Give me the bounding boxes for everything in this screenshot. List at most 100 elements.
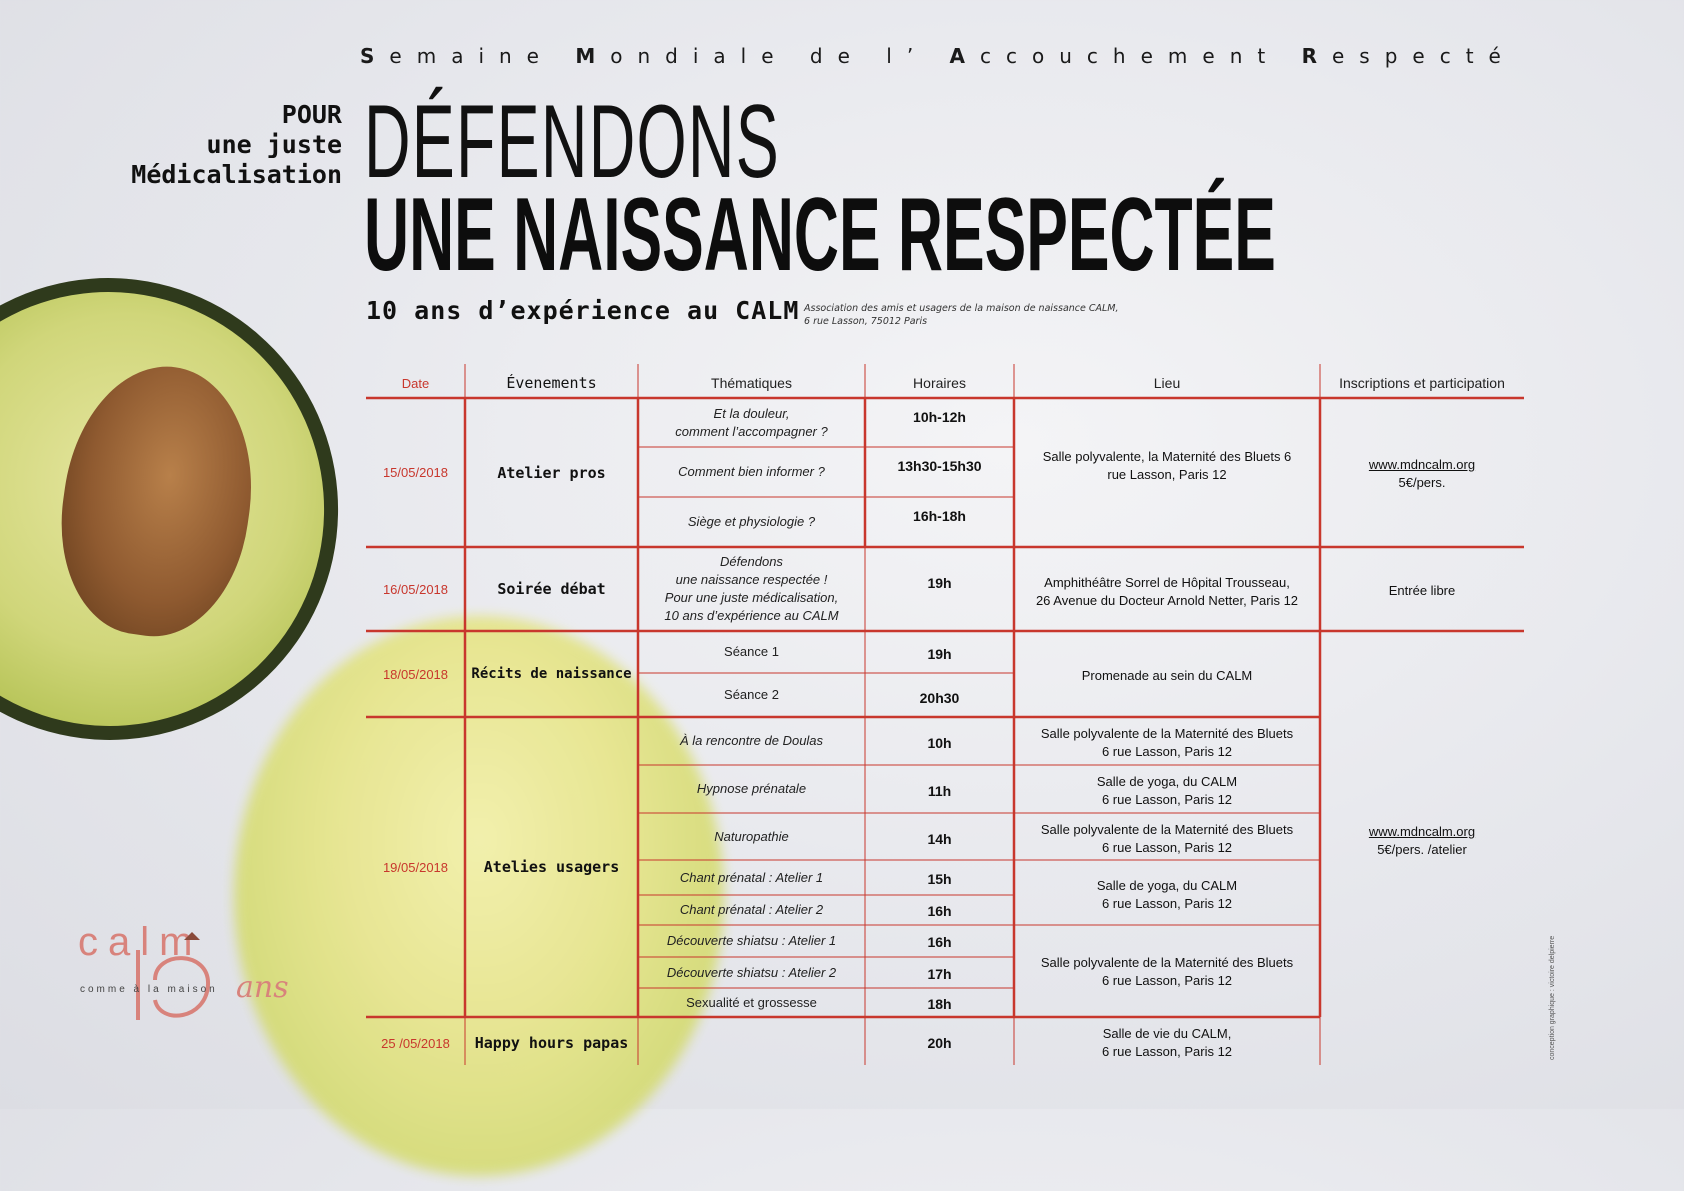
lieu-promenade: Promenade au sein du CALM	[1081, 668, 1253, 683]
week-title-initial: A	[949, 44, 981, 68]
theme-chant-2: Chant prénatal : Atelier 2	[679, 902, 824, 917]
horaire-15h: 15h	[927, 870, 952, 887]
inscription-ateliers: www.mdncalm.org 5€/pers. /atelier	[1320, 631, 1524, 1051]
header-date: Date	[401, 376, 430, 391]
header-inscriptions: Inscriptions et participation	[1339, 375, 1505, 391]
theme-seance-2: Séance 2	[724, 687, 779, 702]
week-title-word: Semaine	[360, 44, 554, 68]
horaire-10h-12h: 10h-12h	[913, 409, 966, 425]
lieu-line: rue Lasson, Paris 12	[1107, 467, 1227, 482]
theme-doulas: À la rencontre de Doulas	[679, 733, 824, 748]
theme-seance-1: Séance 1	[724, 644, 779, 659]
design-credit: conception graphique : victoire delpierr…	[1549, 935, 1556, 1060]
schedule-table-grid	[366, 364, 1524, 1065]
header-lieu: Lieu	[1153, 375, 1181, 391]
date-15-05: 15/05/2018	[382, 465, 449, 480]
lieu-bluets-pros: Salle polyvalente, la Maternité des Blue…	[1014, 398, 1320, 534]
lieu-line: Salle polyvalente de la Maternité des Bl…	[1040, 726, 1294, 741]
lieu-line: Salle polyvalente, la Maternité des Blue…	[1042, 449, 1292, 464]
lieu-line: 6 rue Lasson, Paris 12	[1101, 896, 1233, 911]
header-thematiques: Thématiques	[711, 375, 792, 391]
week-title-word: Respecté	[1301, 44, 1516, 68]
horaire-11h: 11h	[927, 783, 952, 799]
theme-defendons: Défendons une naissance respectée ! Pour…	[638, 547, 865, 631]
theme-shiatsu-1: Découverte shiatsu : Atelier 1	[666, 933, 837, 948]
lieu-line: 6 rue Lasson, Paris 12	[1101, 792, 1233, 807]
horaire-19h-seance: 19h	[927, 646, 952, 662]
lieu-line: 26 Avenue du Docteur Arnold Netter, Pari…	[1035, 593, 1299, 608]
subtitle: 10 ans d’expérience au CALM	[366, 296, 800, 325]
lieu-bluets-shiatsu: Salle polyvalente de la Maternité des Bl…	[1014, 925, 1320, 1019]
pour-line-3: Médicalisation	[131, 160, 342, 189]
horaire-13h30-15h30: 13h30-15h30	[897, 458, 982, 474]
horaire-18h: 18h	[927, 995, 952, 1012]
association-line-2: 6 rue Lasson, 75012 Paris	[804, 316, 928, 327]
website-link[interactable]: www.mdncalm.org	[1368, 457, 1476, 472]
calm-logo-ans: ans	[236, 970, 289, 1005]
theme-line: Et la douleur,	[713, 405, 790, 421]
calm-logo-tagline: comme à la maison	[80, 984, 218, 995]
week-title-word: de	[809, 44, 865, 68]
lieu-trousseau: Amphithéâtre Sorrel de Hôpital Trousseau…	[1014, 547, 1320, 637]
lieu-salle-de-vie: Salle de vie du CALM, 6 rue Lasson, Pari…	[1014, 1017, 1320, 1069]
date-16-05: 16/05/2018	[382, 581, 449, 597]
horaire-19h-debat: 19h	[927, 575, 952, 591]
lieu-line: Salle polyvalente de la Maternité des Bl…	[1040, 822, 1294, 837]
association-address: Association des amis et usagers de la ma…	[804, 302, 1119, 328]
calm-logo-10-mark	[136, 932, 211, 1020]
lieu-line: Salle de yoga, du CALM	[1096, 774, 1238, 789]
calm-logo-word: calm	[78, 920, 203, 964]
theme-hypnose: Hypnose prénatale	[696, 781, 807, 796]
date-19-05: 19/05/2018	[382, 859, 449, 875]
event-recits-de-naissance: Récits de naissance	[471, 666, 632, 682]
horaire-16h-shiatsu: 16h	[927, 934, 952, 950]
week-title-word: l’	[886, 44, 929, 68]
lieu-line: Amphithéâtre Sorrel de Hôpital Trousseau…	[1044, 575, 1290, 590]
header-evenements: Évenements	[506, 374, 597, 392]
lieu-line: Salle de vie du CALM,	[1102, 1026, 1232, 1041]
event-atelier-pros: Atelier pros	[497, 463, 606, 482]
week-title-initial: S	[360, 44, 390, 68]
horaire-20h30: 20h30	[919, 690, 960, 706]
theme-siege: Siège et physiologie ?	[687, 514, 816, 529]
title-line-1: DÉFENDONS	[364, 84, 780, 200]
price-text: 5€/pers. /atelier	[1377, 842, 1467, 857]
lieu-yoga-hypnose: Salle de yoga, du CALM 6 rue Lasson, Par…	[1014, 765, 1320, 817]
lieu-line: Salle de yoga, du CALM	[1096, 878, 1238, 893]
lieu-bluets-naturo: Salle polyvalente de la Maternité des Bl…	[1014, 813, 1320, 865]
pour-une-juste-medicalisation: POUR une juste Médicalisation	[131, 100, 342, 190]
horaire-17h: 17h	[927, 965, 952, 982]
week-title-initial: M	[575, 44, 611, 68]
theme-douleur: Et la douleur, comment l’accompagner ?	[638, 398, 865, 447]
lieu-yoga-chant: Salle de yoga, du CALM 6 rue Lasson, Par…	[1014, 860, 1320, 930]
theme-chant-1: Chant prénatal : Atelier 1	[679, 869, 824, 885]
title-line-2: UNE NAISSANCE RESPECTÉE	[364, 177, 1276, 293]
horaire-16h-18h: 16h-18h	[913, 508, 966, 524]
theme-line: une naissance respectée !	[675, 572, 828, 587]
event-happy-hours-papas: Happy hours papas	[474, 1034, 629, 1052]
avocado-half-blurred	[234, 616, 724, 1176]
website-link[interactable]: www.mdncalm.org	[1368, 824, 1476, 839]
horaire-16h-chant: 16h	[927, 903, 952, 919]
price-text: 5€/pers.	[1398, 475, 1446, 490]
event-soiree-debat: Soirée débat	[497, 580, 606, 598]
pour-line-1: POUR	[281, 100, 342, 129]
theme-line: 10 ans d’expérience au CALM	[664, 608, 839, 623]
week-title-word: Mondiale	[575, 44, 789, 68]
lieu-line: 6 rue Lasson, Paris 12	[1101, 744, 1233, 759]
week-title: Semaine Mondiale de l’ Accouchement Resp…	[360, 44, 1501, 68]
date-25-05: 25 /05/2018	[381, 1035, 450, 1051]
lieu-line: Salle polyvalente de la Maternité des Bl…	[1040, 955, 1294, 970]
week-title-initial: R	[1301, 44, 1332, 68]
theme-informer: Comment bien informer ?	[678, 464, 825, 479]
date-18-05: 18/05/2018	[382, 666, 449, 682]
lieu-line: 6 rue Lasson, Paris 12	[1101, 840, 1233, 855]
association-line-1: Association des amis et usagers de la ma…	[804, 303, 1119, 314]
lieu-line: 6 rue Lasson, Paris 12	[1101, 1044, 1233, 1059]
lieu-line: 6 rue Lasson, Paris 12	[1101, 973, 1233, 988]
theme-line: Pour une juste médicalisation,	[664, 590, 839, 605]
inscription-pros: www.mdncalm.org 5€/pers.	[1320, 398, 1524, 550]
horaire-14h: 14h	[927, 831, 952, 847]
theme-shiatsu-2: Découverte shiatsu : Atelier 2	[666, 964, 837, 980]
horaire-10h: 10h	[927, 735, 952, 751]
